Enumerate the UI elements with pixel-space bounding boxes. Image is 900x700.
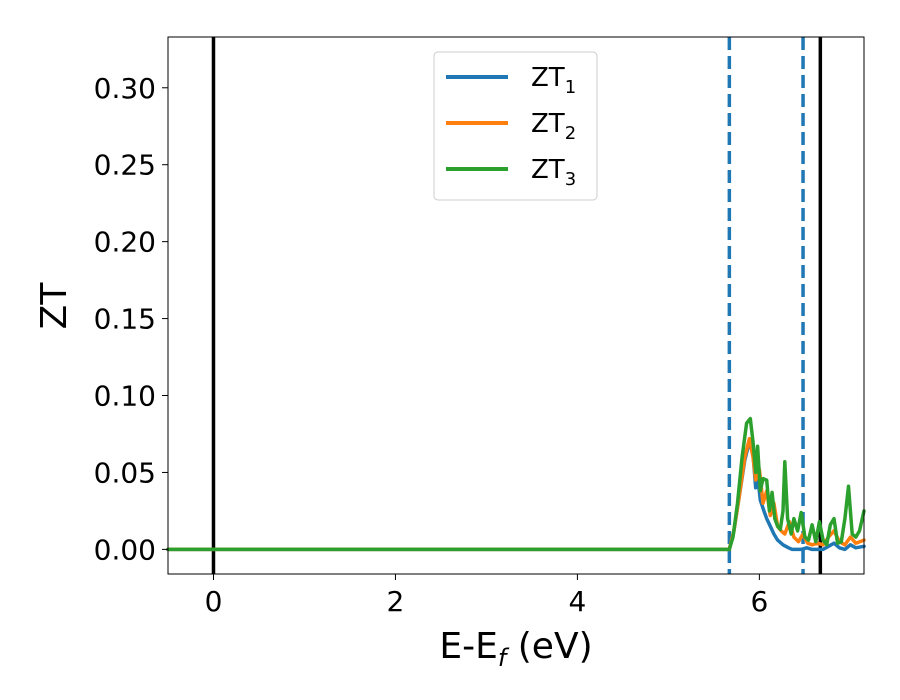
x-axis-ticks: 0 2 4 6 bbox=[205, 574, 768, 618]
series-line-zt3 bbox=[166, 416, 866, 552]
x-axis-title-unit: (eV) bbox=[506, 626, 592, 667]
series-line-zt2 bbox=[166, 436, 866, 552]
x-axis-title: E-Ef (eV) bbox=[439, 626, 592, 672]
legend-label-2: ZT2 bbox=[531, 109, 576, 144]
legend: ZT1 ZT2 ZT3 bbox=[433, 51, 598, 201]
y-tick-label: 0.25 bbox=[94, 149, 156, 182]
legend-box bbox=[433, 51, 598, 201]
x-tick-label: 4 bbox=[568, 585, 586, 618]
y-axis-ticks: 0.00 0.05 0.10 0.15 0.20 0.25 0.30 bbox=[94, 72, 168, 566]
x-tick-label: 6 bbox=[750, 585, 768, 618]
x-tick-label: 2 bbox=[387, 585, 405, 618]
plot-frame bbox=[167, 36, 865, 575]
y-tick-label: 0.30 bbox=[94, 72, 156, 105]
series-lines bbox=[166, 416, 866, 552]
legend-label-1: ZT1 bbox=[531, 63, 576, 98]
y-tick-label: 0.10 bbox=[94, 380, 156, 413]
x-tick-label: 0 bbox=[205, 585, 223, 618]
y-tick-label: 0.20 bbox=[94, 226, 156, 259]
reference-lines bbox=[211, 37, 823, 574]
y-tick-label: 0.15 bbox=[94, 303, 156, 336]
legend-label-3: ZT3 bbox=[531, 155, 576, 190]
y-axis-title: ZT bbox=[34, 282, 75, 330]
y-tick-label: 0.05 bbox=[94, 456, 156, 489]
legend-entries: ZT1 ZT2 ZT3 bbox=[446, 63, 576, 190]
y-tick-label: 0.00 bbox=[94, 533, 156, 566]
